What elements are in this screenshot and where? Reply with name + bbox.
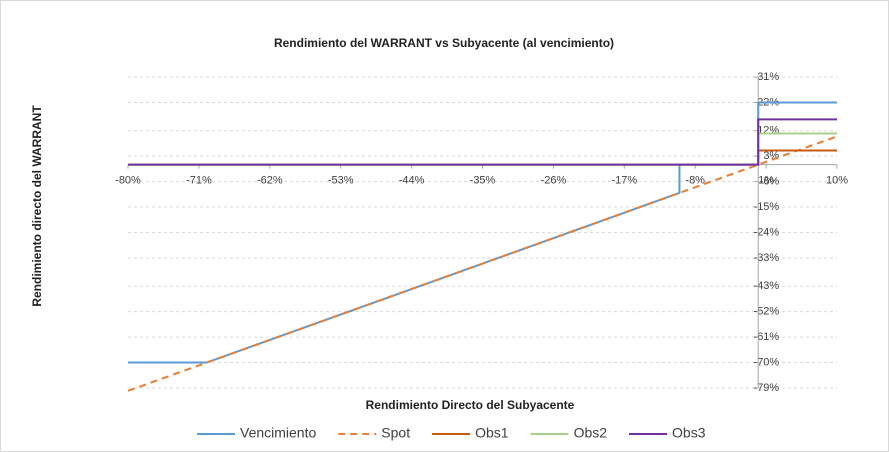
x-tick-label: 1% xyxy=(758,175,774,187)
y-tick-label: -24% xyxy=(754,226,780,238)
series-line xyxy=(128,118,837,166)
y-tick-label: -6% xyxy=(760,176,780,188)
x-tick-label: -44% xyxy=(399,175,425,187)
y-tick-label: 3% xyxy=(763,150,779,162)
y-tick-label: -52% xyxy=(754,306,780,318)
x-tick-label: -80% xyxy=(115,175,141,187)
chart-title: Rendimiento del WARRANT vs Subyacente (a… xyxy=(274,36,614,50)
y-axis-title: Rendimiento directo del WARRANT xyxy=(30,105,44,307)
y-tick-label: 12% xyxy=(757,125,779,137)
x-axis-title: Rendimiento Directo del Subyacente xyxy=(366,398,575,412)
y-tick-label: -33% xyxy=(754,252,780,264)
x-tick-label: -35% xyxy=(470,175,496,187)
y-tick-label: -15% xyxy=(754,201,780,213)
y-tick-label: 31% xyxy=(757,71,779,83)
legend-label: Obs2 xyxy=(574,425,608,441)
x-tick-label: -62% xyxy=(257,175,283,187)
x-tick-label: -71% xyxy=(186,175,212,187)
x-tick-label: 10% xyxy=(826,175,848,187)
y-tick-label: -43% xyxy=(754,280,780,292)
y-tick-label: -70% xyxy=(754,356,780,368)
legend-label: Vencimiento xyxy=(240,425,316,441)
legend-label: Spot xyxy=(381,425,410,441)
legend: Vencimiento Spot Obs1 Obs2 Obs3 xyxy=(197,425,706,441)
x-tick-label: -8% xyxy=(685,175,705,187)
x-tick-label: -17% xyxy=(611,175,637,187)
legend-label: Obs1 xyxy=(475,425,509,441)
y-tick-label: -79% xyxy=(754,382,780,394)
legend-label: Obs3 xyxy=(672,425,706,441)
y-tick-label: -61% xyxy=(754,331,780,343)
x-tick-label: -53% xyxy=(328,175,354,187)
x-tick-label: -26% xyxy=(541,175,567,187)
series-line xyxy=(127,135,838,392)
